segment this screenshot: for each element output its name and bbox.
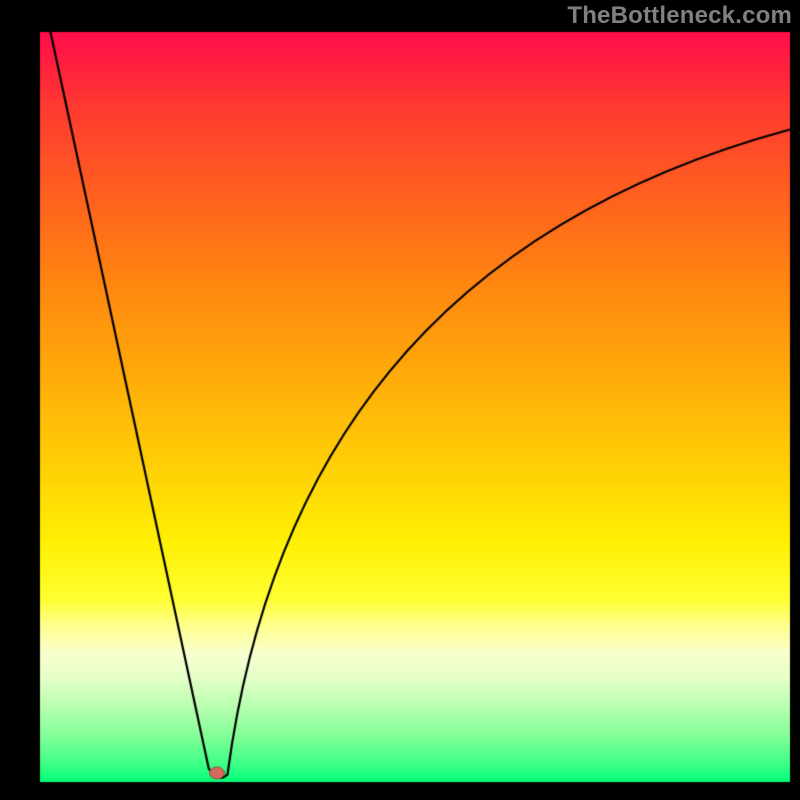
- bottleneck-gradient-chart: [0, 0, 800, 800]
